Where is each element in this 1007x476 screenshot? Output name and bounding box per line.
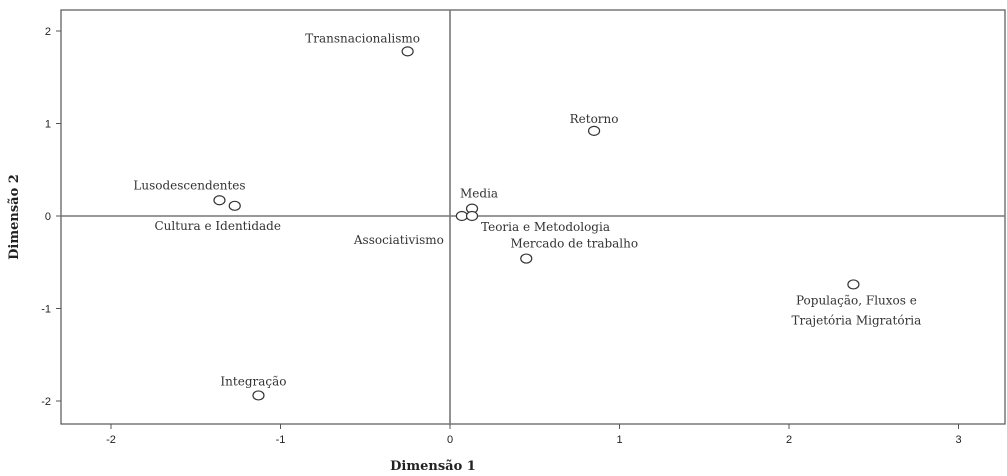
data-point-label: Retorno [570,112,619,126]
data-point-label: Associativismo [353,233,444,247]
data-point-marker [213,195,226,206]
data-point-label: Teoria e Metodologia [481,220,610,234]
y-tick-label: -1 [41,304,51,316]
y-axis-label: Dimensão 2 [7,174,22,260]
y-tick-label: 1 [45,119,51,131]
data-point-marker [520,253,533,264]
data-point-marker [401,46,414,57]
data-point-marker [465,210,479,222]
data-point-label: População, Fluxos e [796,293,917,307]
data-point-label: Transnacionalismo [305,31,420,45]
x-tick-label: -1 [276,434,286,446]
data-point-marker [228,200,241,211]
x-tick-label: -2 [106,434,116,446]
data-point-marker [847,279,860,290]
data-point-label: Cultura e Identidade [155,219,281,233]
x-axis-ticks: -2 -1 0 1 2 3 [106,424,962,446]
reference-lines [61,10,1005,424]
y-tick-label: -2 [41,396,51,408]
data-point-label: Integração [220,374,286,388]
data-point-marker [587,125,601,136]
data-point-marker [252,390,265,401]
y-tick-label: 0 [45,211,51,223]
x-tick-label: 2 [786,434,792,446]
x-tick-label: 3 [955,434,961,446]
data-point-label: Mercado de trabalho [510,237,638,251]
plot-area [60,9,1006,425]
x-tick-label: 0 [447,434,453,446]
data-point-marker [455,210,468,222]
y-tick-label: 2 [45,26,51,38]
data-point-label: Lusodescendentes [133,178,245,192]
x-tick-label: 1 [616,434,622,446]
y-axis-ticks: 2 1 0 -1 -2 [41,26,61,408]
data-point-label: Trajetória Migratória [792,313,922,327]
x-axis-label: Dimensão 1 [390,459,476,474]
data-point-label: Media [460,187,498,201]
data-points: Transnacionalismo Retorno Lusodescendentes… [133,31,922,401]
